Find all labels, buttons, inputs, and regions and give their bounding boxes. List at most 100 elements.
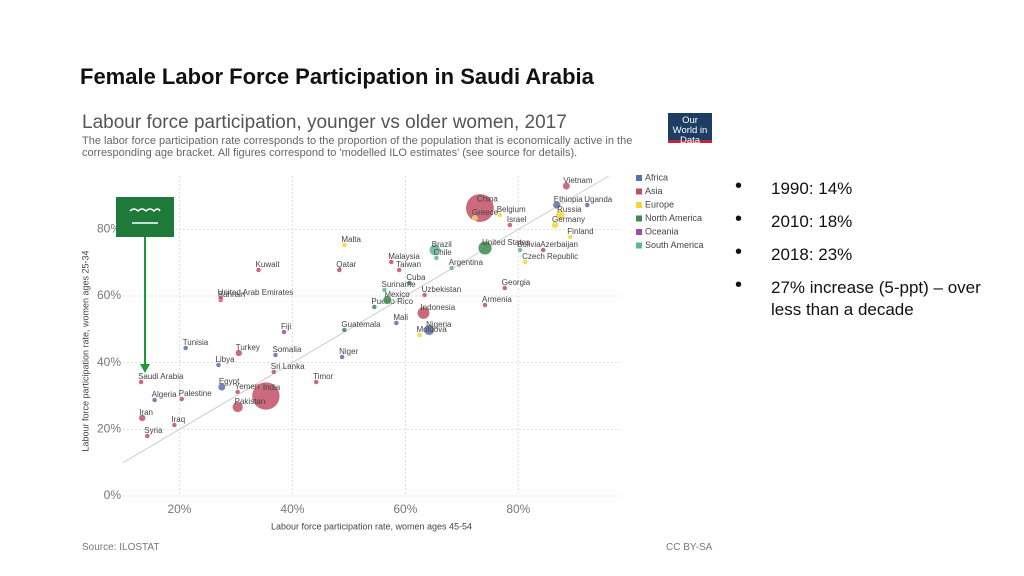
point: [272, 352, 279, 358]
license: CC BY-SA: [666, 542, 713, 553]
legend-label: Africa: [645, 172, 668, 182]
point: [171, 422, 178, 428]
legend-label: South America: [645, 240, 704, 250]
point-label: Saudi Arabia: [138, 372, 184, 381]
legend-swatch: [636, 242, 642, 249]
legend-label: North America: [645, 213, 702, 223]
point: [433, 255, 440, 261]
point: [421, 292, 428, 298]
point-label: Chile: [433, 248, 452, 257]
point: [482, 302, 488, 308]
point-label: Brazil: [432, 240, 452, 249]
x-tick-label: 60%: [393, 502, 417, 516]
point-label: Germany: [552, 215, 585, 224]
point: [417, 306, 430, 320]
point-label: Malaysia: [388, 252, 420, 261]
point: [555, 210, 565, 220]
y-tick-label: 60%: [97, 288, 121, 302]
chart-subtitle: The labor force participation rate corre…: [82, 135, 633, 159]
point-label: Timor: [313, 372, 333, 381]
point: [429, 244, 441, 256]
point-label: United States: [482, 238, 530, 247]
point-label: Moldova: [417, 325, 448, 334]
point-label: Iraq: [171, 415, 185, 424]
point: [217, 382, 226, 392]
point: [235, 349, 243, 357]
x-tick-label: 80%: [506, 502, 530, 516]
point: [144, 433, 151, 439]
point-label: Mali: [393, 313, 408, 322]
point-label: Israel: [507, 215, 527, 224]
point-label: Kuwait: [256, 260, 281, 269]
point-label: Guatemala: [341, 320, 381, 329]
point-label: Argentina: [449, 258, 484, 267]
bullet: 2010: 18%: [735, 208, 995, 233]
point: [567, 234, 574, 240]
legend-label: Asia: [645, 186, 663, 196]
point: [339, 354, 345, 360]
point-label: Sri Lanka: [271, 362, 305, 371]
point: [341, 242, 348, 248]
point-label: Bolivia: [517, 240, 541, 249]
point: [382, 295, 392, 305]
point-label: Cuba: [406, 273, 426, 282]
point-label: Niger: [339, 347, 358, 356]
point: [540, 247, 546, 253]
logo: Our World in Data: [668, 113, 712, 146]
point: [448, 265, 455, 271]
point-label: Palestine: [179, 389, 212, 398]
point: [496, 212, 503, 218]
point: [472, 215, 478, 221]
point-label: United Arab Emirates: [218, 288, 294, 297]
point: [381, 287, 388, 293]
bullet: 2018: 23%: [735, 241, 995, 266]
point: [251, 381, 281, 411]
point-label: Suriname: [381, 280, 416, 289]
point: [423, 324, 435, 336]
point: [341, 327, 348, 333]
point-label: Tunisia: [183, 338, 209, 347]
x-tick-label: 40%: [280, 502, 304, 516]
legend-label: Oceania: [645, 226, 679, 236]
point: [465, 193, 495, 223]
point-label: Yemen: [235, 382, 260, 391]
point: [232, 401, 244, 413]
legend-swatch: [636, 229, 642, 235]
point-label: Uzbekistan: [422, 285, 462, 294]
point-label: India: [263, 383, 281, 392]
plot-area: 0% 20% 40% 60% 80% 20% 40% 60% 80% Labour force p…: [80, 172, 703, 531]
y-tick-label: 40%: [97, 355, 121, 369]
point-label: Ethiopia: [554, 195, 583, 204]
chart-title: Labour force participation, younger vs o…: [82, 112, 567, 133]
point: [138, 414, 146, 422]
point: [178, 396, 185, 402]
legend-swatch: [636, 202, 642, 208]
point: [507, 222, 513, 228]
point: [182, 345, 189, 351]
point-label: Vietnam: [563, 176, 593, 185]
point: [517, 247, 523, 253]
point: [406, 280, 413, 286]
point: [217, 294, 224, 301]
point-label: Taiwan: [396, 260, 421, 269]
point-label: Iran: [139, 408, 153, 417]
point-label: Uganda: [584, 195, 613, 204]
bullet: 1990: 14%: [735, 175, 995, 200]
y-axis-label: Labour force participation rate, women a…: [80, 250, 90, 451]
point-label: Algeria: [152, 390, 177, 399]
flag: [116, 197, 174, 373]
point: [371, 304, 378, 310]
slide-title: Female Labor Force Participation in Saud…: [80, 64, 594, 89]
source: Source: ILOSTAT: [82, 542, 160, 553]
point-label: Finland: [567, 227, 593, 236]
point: [215, 362, 222, 368]
point: [151, 397, 158, 403]
x-axis-label: Labour force participation rate, women a…: [271, 521, 472, 531]
legend-label: Europe: [645, 199, 674, 209]
point-label: Greece: [472, 208, 499, 217]
point-label: Fiji: [281, 322, 291, 331]
point-label: Puerto Rico: [371, 297, 413, 306]
point-label: Qatar: [336, 260, 356, 269]
point-label: Turkey: [236, 343, 260, 352]
